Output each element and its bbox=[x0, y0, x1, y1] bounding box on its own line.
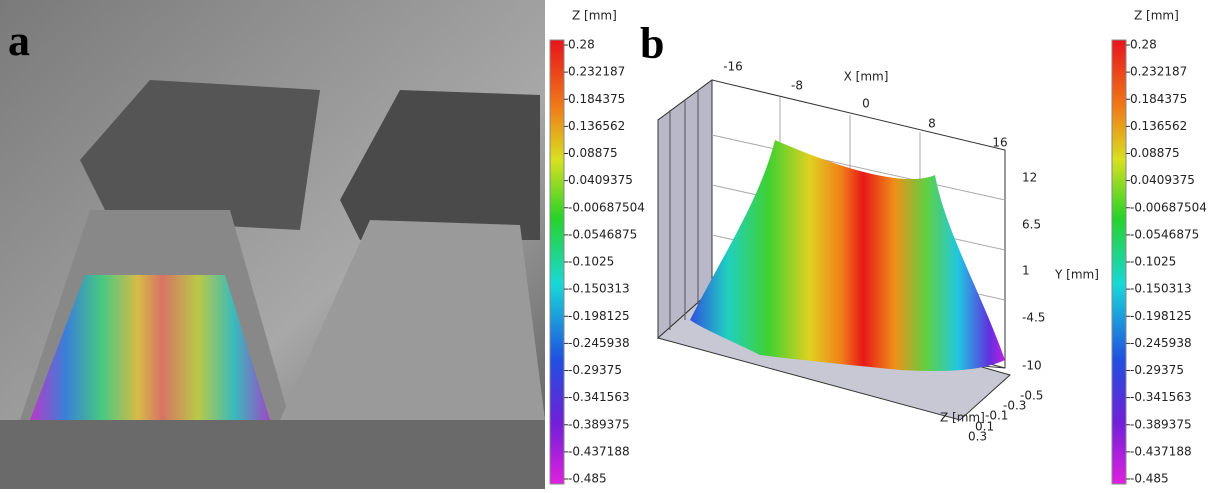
colorbar-label: 0.136562 bbox=[1130, 119, 1187, 133]
colorbar-label: 0.184375 bbox=[1130, 92, 1187, 106]
colorbar-label: -0.341563 bbox=[568, 390, 630, 404]
colorbar-label: 0.08875 bbox=[1130, 146, 1180, 160]
colorbar bbox=[549, 39, 565, 485]
colorbar-title: Z [mm] bbox=[572, 9, 617, 23]
colorbar-label: -0.437188 bbox=[568, 444, 630, 458]
colorbar-label: -0.485 bbox=[1130, 472, 1169, 486]
y-tick-label: -4.5 bbox=[1022, 311, 1045, 325]
colorbar-label: -0.245938 bbox=[568, 336, 630, 350]
colorbar-label: -0.0546875 bbox=[568, 227, 637, 241]
colorbar-label: -0.0546875 bbox=[1130, 227, 1199, 241]
colorbar-label: 0.232187 bbox=[1130, 65, 1187, 79]
z-tick-label: -0.1 bbox=[985, 409, 1008, 423]
y-tick-label: 1 bbox=[1022, 264, 1030, 278]
colorbar-label: 0.28 bbox=[568, 38, 595, 52]
colorbar-label: -0.437188 bbox=[1130, 444, 1192, 458]
z-tick-label: 0.3 bbox=[968, 430, 987, 444]
x-tick-label: -8 bbox=[791, 79, 803, 93]
y-tick-label: 12 bbox=[1022, 171, 1037, 185]
colorbar-label: 0.184375 bbox=[568, 92, 625, 106]
x-tick-label: 16 bbox=[992, 136, 1007, 150]
y-tick-label: -10 bbox=[1022, 359, 1042, 373]
colorbar-label: -0.485 bbox=[568, 472, 607, 486]
colorbar bbox=[1111, 39, 1127, 485]
photo bbox=[0, 0, 545, 489]
colorbar-label: -0.245938 bbox=[1130, 336, 1192, 350]
colorbar-label: 0.232187 bbox=[568, 65, 625, 79]
z-tick-label: 0.1 bbox=[975, 420, 994, 434]
axis-title: Y [mm] bbox=[1054, 268, 1099, 282]
colorbar-label: -0.00687504 bbox=[1130, 200, 1207, 214]
colorbar-label: -0.198125 bbox=[568, 309, 630, 323]
colorbar-label: -0.150313 bbox=[568, 282, 630, 296]
y-tick-label: 6.5 bbox=[1022, 218, 1041, 232]
colorbar-label: -0.150313 bbox=[1130, 282, 1192, 296]
colorbar-label: -0.1025 bbox=[1130, 255, 1176, 269]
surface bbox=[690, 140, 1005, 371]
colorbar-label: -0.389375 bbox=[568, 417, 630, 431]
x-tick-label: 0 bbox=[862, 97, 870, 111]
colorbar-label: 0.136562 bbox=[568, 119, 625, 133]
colorbar-label: 0.28 bbox=[1130, 38, 1157, 52]
panel-label: b bbox=[640, 19, 664, 68]
colorbar-label: -0.389375 bbox=[1130, 417, 1192, 431]
x-tick-label: 8 bbox=[928, 117, 936, 131]
colorbar-label: 0.0409375 bbox=[568, 173, 633, 187]
x-tick-label: -16 bbox=[723, 60, 743, 74]
colorbar-label: -0.29375 bbox=[1130, 363, 1184, 377]
panel-label: a bbox=[8, 16, 30, 65]
colorbar-label: 0.0409375 bbox=[1130, 173, 1195, 187]
axis-title: Z [mm] bbox=[940, 411, 985, 425]
colorbar-label: -0.00687504 bbox=[568, 200, 645, 214]
colorbar-label: -0.29375 bbox=[568, 363, 622, 377]
colorbar-label: 0.08875 bbox=[568, 146, 618, 160]
axis-title: X [mm] bbox=[844, 70, 889, 84]
z-tick-label: -0.3 bbox=[1003, 399, 1026, 413]
colorbar-label: -0.341563 bbox=[1130, 390, 1192, 404]
colorbar-label: -0.1025 bbox=[568, 255, 614, 269]
colorbar-label: -0.198125 bbox=[1130, 309, 1192, 323]
colorbar-title: Z [mm] bbox=[1134, 9, 1179, 23]
z-tick-label: -0.5 bbox=[1020, 389, 1043, 403]
